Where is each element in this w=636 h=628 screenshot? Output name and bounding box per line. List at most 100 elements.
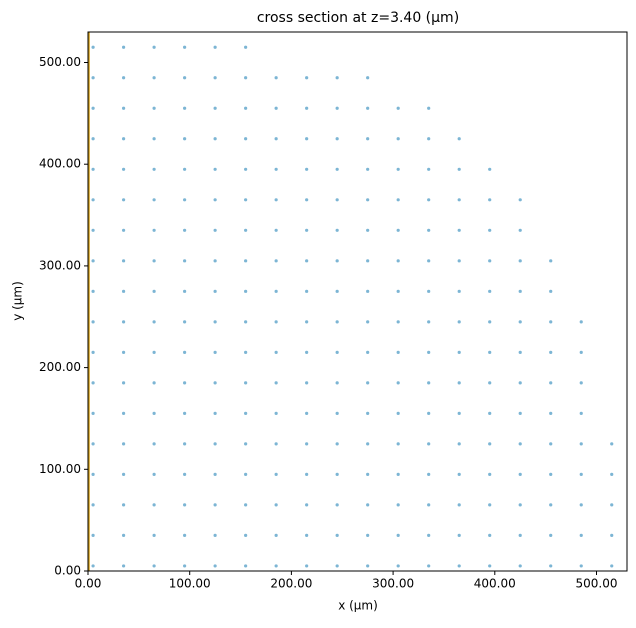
point <box>518 381 522 385</box>
point <box>427 503 431 507</box>
point <box>213 198 217 202</box>
point <box>183 76 187 80</box>
point <box>366 228 370 232</box>
plot-frame <box>87 31 628 572</box>
point <box>549 350 553 354</box>
x-tick-label: 0.00 <box>75 577 102 591</box>
point <box>427 228 431 232</box>
point <box>152 472 156 476</box>
point <box>579 320 583 324</box>
point <box>274 381 278 385</box>
point <box>305 411 309 415</box>
point <box>91 259 95 263</box>
point <box>396 564 400 568</box>
point <box>396 381 400 385</box>
point <box>457 381 461 385</box>
point <box>427 442 431 446</box>
point <box>305 564 309 568</box>
point <box>183 503 187 507</box>
point <box>91 228 95 232</box>
point <box>274 259 278 263</box>
point <box>549 533 553 538</box>
point <box>488 198 492 202</box>
point <box>121 320 126 324</box>
x-tick-label: 500.00 <box>575 577 617 591</box>
point <box>183 137 187 141</box>
point <box>305 228 309 232</box>
point <box>305 289 309 293</box>
point <box>91 472 95 476</box>
point <box>396 350 400 354</box>
chart-title: cross section at z=3.40 (µm) <box>257 10 459 26</box>
y-tick-label: 300.00 <box>39 258 81 272</box>
point <box>183 106 187 110</box>
point <box>121 76 126 80</box>
point <box>488 472 492 476</box>
point <box>183 564 187 568</box>
point <box>396 472 400 476</box>
point <box>121 198 126 202</box>
point <box>305 259 309 263</box>
point <box>396 533 400 538</box>
point <box>183 533 187 538</box>
point <box>121 45 126 49</box>
point <box>213 564 217 568</box>
point <box>335 350 339 354</box>
point <box>244 564 248 568</box>
point <box>244 76 248 80</box>
point <box>549 472 553 476</box>
point <box>213 259 217 263</box>
point <box>366 411 370 415</box>
point <box>183 259 187 263</box>
point <box>396 137 400 141</box>
point <box>121 564 126 568</box>
point <box>213 45 217 49</box>
point <box>244 472 248 476</box>
point <box>366 289 370 293</box>
y-tick-label: 400.00 <box>39 157 81 171</box>
point <box>213 76 217 80</box>
point <box>335 198 339 202</box>
point <box>121 472 126 476</box>
point <box>274 442 278 446</box>
point <box>183 381 187 385</box>
point <box>305 167 309 171</box>
point <box>549 289 553 293</box>
point <box>610 503 614 507</box>
point <box>488 228 492 232</box>
point <box>152 45 156 49</box>
point <box>183 320 187 324</box>
point <box>457 533 461 538</box>
point <box>396 442 400 446</box>
point <box>274 503 278 507</box>
point <box>305 76 309 80</box>
point <box>274 533 278 538</box>
point <box>518 198 522 202</box>
point <box>152 411 156 415</box>
point <box>579 442 583 446</box>
point <box>274 350 278 354</box>
point <box>244 106 248 110</box>
point <box>549 411 553 415</box>
point <box>91 350 95 354</box>
point <box>335 381 339 385</box>
point <box>335 503 339 507</box>
point <box>457 167 461 171</box>
point <box>457 472 461 476</box>
point <box>274 167 278 171</box>
point <box>518 320 522 324</box>
point <box>549 320 553 324</box>
point <box>427 381 431 385</box>
point <box>91 503 95 507</box>
point <box>579 381 583 385</box>
point <box>366 259 370 263</box>
point <box>335 472 339 476</box>
point <box>396 106 400 110</box>
point <box>213 442 217 446</box>
point <box>244 503 248 507</box>
point <box>274 289 278 293</box>
point <box>335 533 339 538</box>
point <box>121 259 126 263</box>
point <box>457 137 461 141</box>
point <box>396 167 400 171</box>
